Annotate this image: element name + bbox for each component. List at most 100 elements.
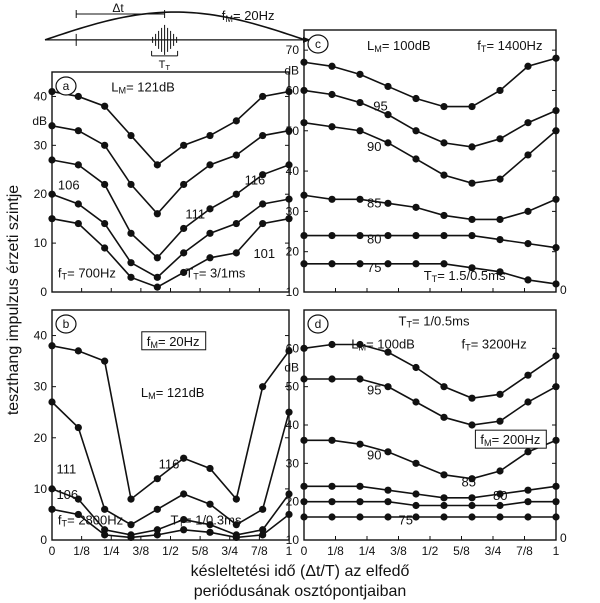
svg-text:0: 0 <box>40 285 47 299</box>
svg-text:késleltetési idő (Δt/T) az elf: késleltetési idő (Δt/T) az elfedő <box>191 563 410 580</box>
svg-text:c: c <box>315 37 321 51</box>
svg-text:30: 30 <box>34 138 48 152</box>
svg-text:TT= 1.5/0.5ms: TT= 1.5/0.5ms <box>424 268 506 284</box>
svg-text:30: 30 <box>34 380 48 394</box>
header-schematic: tΔtTTfM= 20Hz <box>45 1 319 72</box>
svg-text:TT: TT <box>159 59 171 72</box>
panel-b: 01/81/43/81/25/83/47/81010203040LM= 121d… <box>34 310 293 558</box>
series-116 <box>52 126 289 214</box>
svg-text:90: 90 <box>367 448 381 463</box>
svg-text:111: 111 <box>185 207 205 222</box>
svg-text:10: 10 <box>34 236 48 250</box>
series-95 <box>304 379 556 425</box>
svg-text:7/8: 7/8 <box>516 544 533 558</box>
svg-text:1/8: 1/8 <box>73 544 90 558</box>
svg-text:10: 10 <box>286 533 300 547</box>
svg-text:40: 40 <box>34 329 48 343</box>
svg-text:70: 70 <box>286 43 300 57</box>
svg-text:LM= 121dB: LM= 121dB <box>111 80 175 96</box>
svg-text:10: 10 <box>34 482 48 496</box>
svg-text:LM= 100dB: LM= 100dB <box>351 336 415 352</box>
svg-text:3/8: 3/8 <box>133 544 150 558</box>
svg-text:5/8: 5/8 <box>192 544 209 558</box>
svg-text:30: 30 <box>286 204 300 218</box>
svg-text:TT= 1/0.5ms: TT= 1/0.5ms <box>399 313 470 329</box>
svg-text:10: 10 <box>286 285 300 299</box>
svg-text:fT= 700Hz: fT= 700Hz <box>58 265 116 281</box>
svg-text:90: 90 <box>367 139 381 154</box>
svg-text:Δt: Δt <box>112 1 124 15</box>
svg-text:0: 0 <box>40 533 47 547</box>
series-121 <box>52 346 289 499</box>
series-100 <box>304 345 556 399</box>
svg-text:85: 85 <box>367 195 381 210</box>
panel-d: 0 1/8 1/4 3/8 1/2 5/8 3/4 7/8 1 10 20 30 40 50 60 dB 0 TT… <box>284 310 567 558</box>
svg-text:75: 75 <box>399 513 413 528</box>
svg-text:d: d <box>315 317 322 331</box>
series-85 <box>304 195 556 219</box>
svg-text:fM= 20Hz: fM= 20Hz <box>222 8 275 24</box>
svg-text:60: 60 <box>286 341 300 355</box>
svg-text:40: 40 <box>286 418 300 432</box>
svg-text:0: 0 <box>560 283 567 297</box>
svg-text:95: 95 <box>367 382 381 397</box>
panel-c: 10 20 30 40 50 60 70 dB 0 LM= 100dB fT= 1400Hz 95 90… <box>284 30 567 299</box>
series-80 <box>304 236 556 248</box>
svg-text:a: a <box>63 79 70 93</box>
svg-text:101: 101 <box>253 246 275 261</box>
svg-text:50: 50 <box>286 380 300 394</box>
svg-text:1: 1 <box>553 544 560 558</box>
panel-a: 0 10 20 30 40 dB LM= 121dB 116 111 106 101 fT= 700H… <box>32 72 292 299</box>
svg-text:40: 40 <box>286 164 300 178</box>
svg-text:106: 106 <box>56 487 78 502</box>
svg-text:3/4: 3/4 <box>485 544 502 558</box>
svg-text:106: 106 <box>58 177 80 192</box>
svg-text:0: 0 <box>560 531 567 545</box>
svg-text:20: 20 <box>34 187 48 201</box>
svg-text:116: 116 <box>245 172 266 187</box>
svg-text:3/4: 3/4 <box>221 544 238 558</box>
svg-text:LM= 121dB: LM= 121dB <box>141 385 205 401</box>
svg-text:1/4: 1/4 <box>103 544 120 558</box>
svg-text:fT= 2800Hz: fT= 2800Hz <box>58 513 123 529</box>
svg-text:20: 20 <box>286 495 300 509</box>
series-95 <box>304 90 556 146</box>
svg-text:30: 30 <box>286 456 300 470</box>
svg-text:dB: dB <box>284 63 299 77</box>
y-axis-label: teszthang impulzus érzeti szintje <box>5 185 22 415</box>
series-100 <box>304 58 556 106</box>
svg-text:3/8: 3/8 <box>390 544 407 558</box>
series-80 <box>304 502 556 506</box>
svg-text:116: 116 <box>159 456 180 471</box>
svg-text:95: 95 <box>373 99 387 114</box>
svg-text:periódusának osztópontjaiban: periódusának osztópontjaiban <box>194 583 407 600</box>
svg-text:0: 0 <box>301 544 308 558</box>
svg-text:fT= 1400Hz: fT= 1400Hz <box>477 38 542 54</box>
svg-text:20: 20 <box>286 245 300 259</box>
series-121 <box>52 92 289 165</box>
svg-text:b: b <box>63 317 70 331</box>
svg-text:20: 20 <box>34 431 48 445</box>
svg-text:80: 80 <box>493 488 507 503</box>
svg-text:85: 85 <box>462 474 476 489</box>
svg-text:1/8: 1/8 <box>327 544 344 558</box>
svg-text:dB: dB <box>284 361 299 375</box>
svg-text:LM= 100dB: LM= 100dB <box>367 38 431 54</box>
svg-text:TT= 1/0.3ms: TT= 1/0.3ms <box>171 513 242 529</box>
svg-text:75: 75 <box>367 260 381 275</box>
svg-text:TT= 3/1ms: TT= 3/1ms <box>185 265 246 281</box>
svg-text:1/4: 1/4 <box>359 544 376 558</box>
svg-text:fT= 3200Hz: fT= 3200Hz <box>462 336 527 352</box>
svg-text:80: 80 <box>367 232 381 247</box>
svg-text:1/2: 1/2 <box>422 544 439 558</box>
svg-text:60: 60 <box>286 83 300 97</box>
svg-text:50: 50 <box>286 124 300 138</box>
series-85 <box>304 486 556 498</box>
svg-text:7/8: 7/8 <box>251 544 268 558</box>
svg-text:40: 40 <box>34 89 48 103</box>
svg-text:1/2: 1/2 <box>162 544 179 558</box>
svg-text:0: 0 <box>49 544 56 558</box>
svg-text:5/8: 5/8 <box>453 544 470 558</box>
svg-text:dB: dB <box>32 114 47 128</box>
svg-text:111: 111 <box>56 462 76 477</box>
